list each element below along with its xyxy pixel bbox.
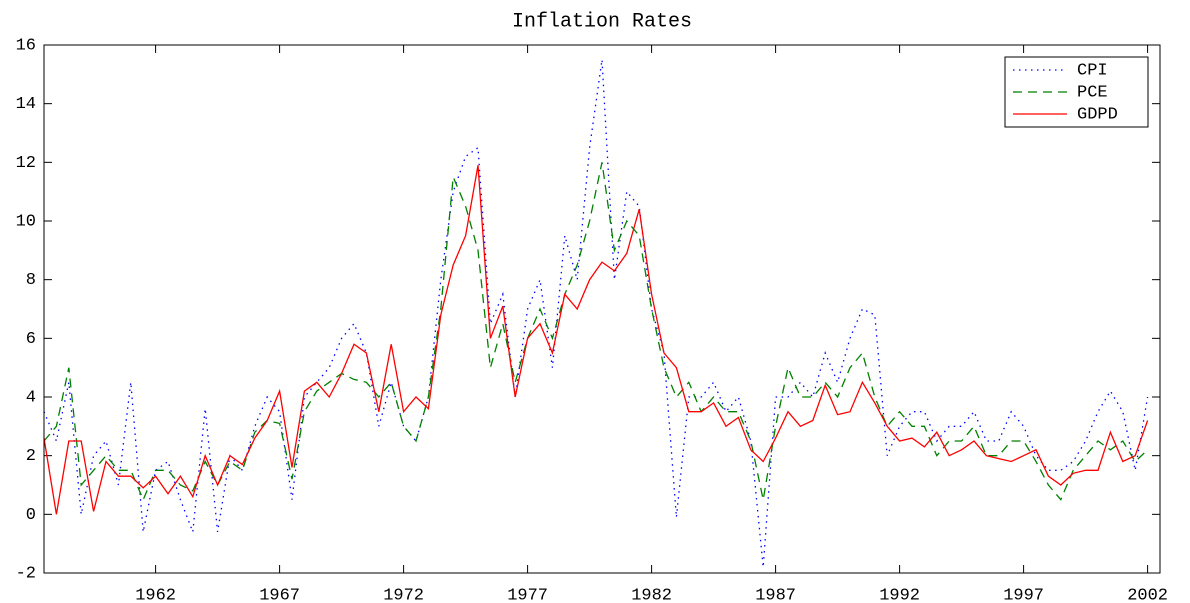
- x-tick-label: 1982: [631, 586, 672, 603]
- x-tick-label: 1997: [1003, 586, 1044, 603]
- y-tick-label: 14: [16, 95, 36, 114]
- series-line: [43, 162, 1149, 502]
- y-tick-label: 12: [16, 154, 36, 173]
- x-tick-label: 1967: [259, 586, 300, 603]
- y-tick-label: 2: [26, 447, 36, 466]
- y-tick-label: 10: [16, 212, 36, 231]
- x-tick-label: 1977: [507, 586, 548, 603]
- y-tick-label: 8: [26, 271, 36, 290]
- y-tick-label: 0: [26, 506, 36, 525]
- series-line: [43, 165, 1149, 515]
- plot-frame: [43, 44, 1161, 574]
- x-tick-label: 2002: [1127, 586, 1168, 603]
- y-tick-label: -2: [16, 564, 36, 583]
- x-tick-label: 1972: [383, 586, 424, 603]
- x-tick-label: 1962: [135, 586, 176, 603]
- x-tick-label: 1987: [755, 586, 796, 603]
- chart-title: Inflation Rates: [512, 10, 692, 33]
- legend-label: PCE: [1077, 83, 1108, 102]
- y-tick-label: 6: [26, 330, 36, 349]
- legend-label: CPI: [1077, 61, 1108, 80]
- y-tick-label: 4: [26, 388, 36, 407]
- y-tick-label: 16: [16, 36, 36, 55]
- x-tick-label: 1992: [879, 586, 920, 603]
- legend-label: GDPD: [1077, 105, 1118, 124]
